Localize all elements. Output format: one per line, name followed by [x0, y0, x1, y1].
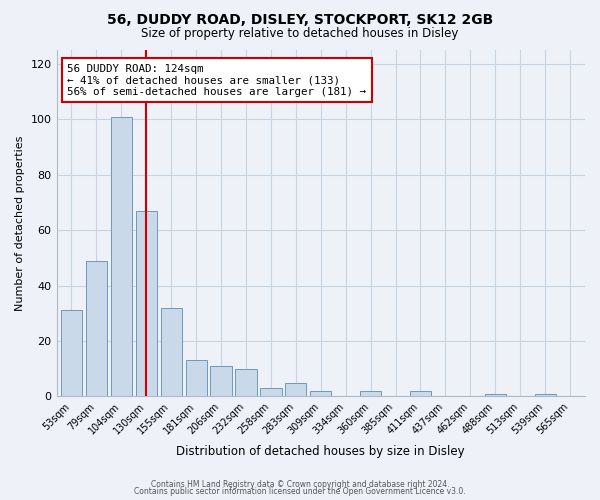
Y-axis label: Number of detached properties: Number of detached properties: [15, 136, 25, 311]
Bar: [285, 382, 307, 396]
Bar: [86, 260, 107, 396]
Bar: [211, 366, 232, 396]
Bar: [360, 391, 381, 396]
Bar: [485, 394, 506, 396]
Bar: [535, 394, 556, 396]
Bar: [161, 308, 182, 396]
Bar: [260, 388, 281, 396]
Bar: [410, 391, 431, 396]
Text: 56 DUDDY ROAD: 124sqm
← 41% of detached houses are smaller (133)
56% of semi-det: 56 DUDDY ROAD: 124sqm ← 41% of detached …: [67, 64, 366, 97]
Bar: [310, 391, 331, 396]
Text: Contains HM Land Registry data © Crown copyright and database right 2024.: Contains HM Land Registry data © Crown c…: [151, 480, 449, 489]
Text: Contains public sector information licensed under the Open Government Licence v3: Contains public sector information licen…: [134, 488, 466, 496]
X-axis label: Distribution of detached houses by size in Disley: Distribution of detached houses by size …: [176, 444, 465, 458]
Bar: [185, 360, 207, 396]
Bar: [136, 210, 157, 396]
Bar: [111, 116, 132, 396]
Bar: [61, 310, 82, 396]
Text: Size of property relative to detached houses in Disley: Size of property relative to detached ho…: [142, 28, 458, 40]
Text: 56, DUDDY ROAD, DISLEY, STOCKPORT, SK12 2GB: 56, DUDDY ROAD, DISLEY, STOCKPORT, SK12 …: [107, 12, 493, 26]
Bar: [235, 368, 257, 396]
